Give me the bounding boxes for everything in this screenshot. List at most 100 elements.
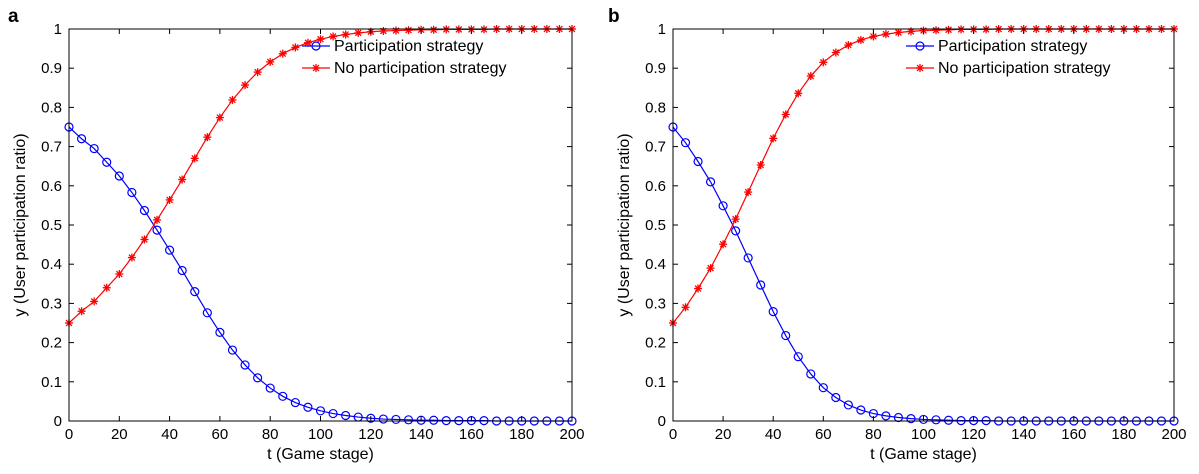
data-point — [139, 205, 150, 216]
data-point — [906, 414, 916, 424]
data-point — [291, 43, 300, 52]
data-point — [77, 307, 86, 316]
series-0 — [668, 122, 1179, 426]
data-point — [731, 226, 741, 236]
data-point — [794, 89, 803, 98]
x-tick-label: 160 — [459, 426, 484, 443]
data-point — [429, 25, 438, 34]
data-point — [265, 383, 275, 393]
y-axis-label: y (User participation ratio) — [616, 133, 633, 316]
x-tick-label: 0 — [669, 426, 677, 443]
x-tick-label: 60 — [212, 426, 229, 443]
x-tick-label: 180 — [509, 426, 534, 443]
data-point — [89, 143, 99, 154]
data-point — [241, 81, 250, 90]
data-point — [329, 32, 338, 41]
data-point — [177, 265, 187, 276]
data-point — [190, 287, 200, 297]
y-tick-label: 1 — [658, 21, 666, 38]
y-tick-label: 0.2 — [41, 335, 62, 352]
y-tick-label: 0.4 — [41, 256, 62, 273]
data-point — [781, 330, 791, 341]
data-point — [781, 110, 790, 119]
axes-frame — [672, 28, 1175, 422]
data-point — [115, 270, 124, 278]
y-tick-label: 0.2 — [645, 335, 666, 352]
series-line — [672, 126, 1174, 422]
x-tick-label: 60 — [815, 426, 832, 443]
y-tick-label: 0.9 — [645, 60, 666, 77]
data-point — [152, 225, 162, 235]
x-tick-label: 200 — [1161, 426, 1186, 443]
data-point — [153, 215, 162, 224]
x-tick-label: 80 — [865, 426, 882, 443]
legend-label: Participation strategy — [938, 38, 1087, 55]
x-tick-label: 160 — [1061, 426, 1086, 443]
y-tick-label: 0.3 — [645, 295, 666, 312]
data-point — [102, 283, 111, 292]
data-point — [354, 28, 363, 37]
y-tick-label: 0.6 — [41, 178, 62, 195]
legend-entry-1: No participation strategy — [302, 60, 507, 77]
data-point — [215, 327, 225, 338]
data-point — [881, 411, 891, 421]
x-axis-label: t (Game stage) — [267, 446, 374, 463]
legend: Participation strategy No participation s… — [302, 38, 507, 77]
plot-area — [668, 25, 1179, 426]
data-point — [341, 410, 351, 421]
data-point — [706, 264, 715, 273]
y-tick-label: 0.7 — [645, 139, 666, 156]
x-axis-label: t (Game stage) — [870, 446, 977, 463]
panel-label: a — [8, 6, 19, 27]
data-point — [768, 307, 778, 317]
legend-entry-0: Participation strategy — [906, 38, 1087, 55]
legend-label: No participation strategy — [334, 60, 507, 77]
data-point — [731, 215, 740, 224]
data-point — [165, 195, 174, 204]
x-tick-label: 120 — [358, 426, 383, 443]
data-point — [843, 400, 853, 410]
x-tick-label: 180 — [1111, 426, 1136, 443]
data-point — [165, 245, 175, 255]
data-point — [240, 360, 250, 370]
data-point — [278, 391, 288, 401]
x-tick-label: 140 — [1011, 426, 1036, 443]
data-point — [228, 95, 237, 104]
y-tick-label: 1 — [54, 21, 62, 38]
legend-marker — [916, 64, 924, 72]
data-point — [127, 253, 136, 262]
data-point — [328, 408, 338, 419]
y-axis-label: y (User participation ratio) — [12, 133, 29, 316]
data-point — [943, 415, 954, 425]
data-point — [744, 188, 753, 197]
plot-area — [64, 25, 577, 426]
data-point — [379, 26, 388, 35]
data-point — [806, 369, 816, 379]
legend-entry-0: Participation strategy — [302, 38, 483, 55]
data-point — [127, 187, 137, 198]
y-tick-label: 0.3 — [41, 295, 62, 312]
data-point — [403, 415, 414, 425]
y-tick-label: 0 — [54, 413, 62, 430]
data-point — [303, 38, 312, 47]
axes-frame — [68, 28, 573, 422]
data-point — [931, 415, 941, 425]
x-tick-label: 100 — [911, 426, 936, 443]
legend-label: No participation strategy — [938, 60, 1111, 77]
data-point — [769, 134, 778, 143]
data-point — [756, 280, 766, 290]
x-tick-label: 20 — [715, 426, 732, 443]
data-point — [429, 415, 439, 425]
data-point — [315, 406, 326, 416]
data-point — [253, 68, 262, 77]
data-point — [819, 58, 828, 67]
y-tick-label: 0.9 — [41, 60, 62, 77]
data-point — [178, 175, 187, 184]
y-tick-label: 0.1 — [645, 374, 666, 391]
y-tick-label: 0.5 — [41, 217, 62, 234]
data-point — [378, 414, 388, 424]
chart-panel-b: b 0 20 40 60 80 100 120 140 160 180 200 0 0.1 0.2 0.3 0.… — [608, 6, 1187, 463]
x-tick-label: 100 — [308, 426, 333, 443]
data-point — [203, 133, 212, 142]
